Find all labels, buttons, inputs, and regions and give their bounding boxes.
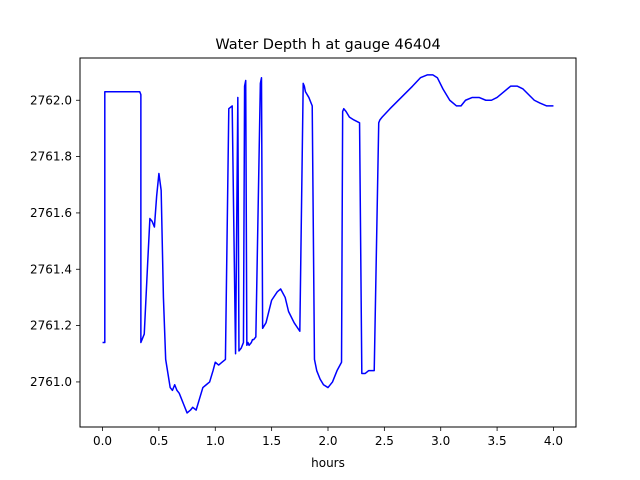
x-tick-label: 1.0 — [206, 434, 225, 448]
y-tick-label: 2762.0 — [30, 93, 72, 107]
x-axis: 0.0 0.5 1.0 1.5 2.0 2.5 3.0 3.5 4.0 — [93, 427, 563, 448]
x-tick-label: 3.5 — [488, 434, 507, 448]
x-tick-label: 4.0 — [544, 434, 563, 448]
x-tick-label: 2.5 — [375, 434, 394, 448]
plot-area — [102, 74, 554, 414]
y-tick-label: 2761.6 — [30, 206, 72, 220]
y-tick-label: 2761.4 — [30, 262, 72, 276]
x-tick-label: 1.5 — [262, 434, 281, 448]
x-tick-label: 0.0 — [93, 434, 112, 448]
y-axis: 2761.0 2761.2 2761.4 2761.6 2761.8 2762.0 — [30, 93, 80, 389]
chart-title: Water Depth h at gauge 46404 — [215, 37, 440, 53]
y-tick-label: 2761.8 — [30, 150, 72, 164]
x-axis-label: hours — [311, 456, 345, 470]
x-tick-label: 0.5 — [149, 434, 168, 448]
y-tick-label: 2761.0 — [30, 375, 72, 389]
y-tick-label: 2761.2 — [30, 319, 72, 333]
x-tick-label: 2.0 — [318, 434, 337, 448]
series-line-depth — [102, 74, 554, 414]
plot-frame — [79, 57, 577, 428]
x-tick-label: 3.0 — [431, 434, 450, 448]
